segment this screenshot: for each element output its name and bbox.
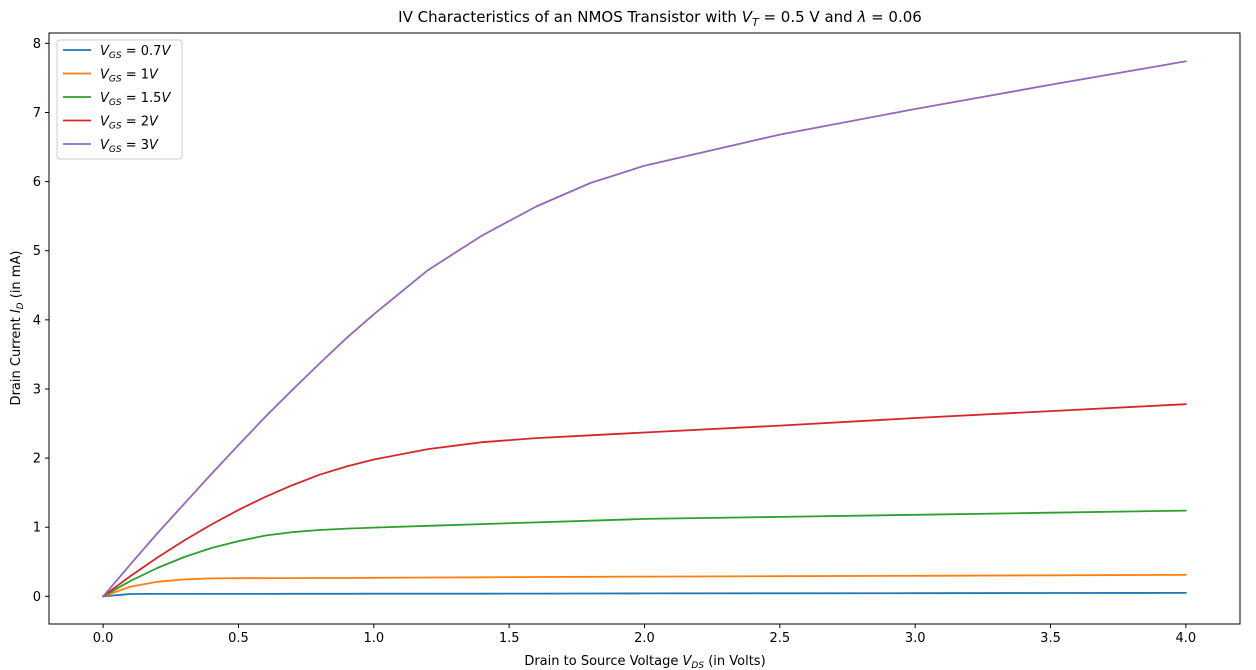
y-tick-label: 5 (33, 244, 41, 259)
series-line-vgs-1 (102, 574, 1187, 598)
legend-unit: V (149, 115, 159, 130)
legend-label: VGS = 0.7V (100, 44, 171, 61)
x-tick-label: 0.5 (228, 631, 249, 646)
legend-sub: GS (109, 51, 122, 61)
ylabel-suffix: (in mA) (9, 251, 24, 303)
legend-unit: V (161, 44, 171, 59)
y-tick-label: 2 (33, 452, 41, 467)
xlabel-symbol: V (683, 654, 693, 669)
xlabel-prefix: Drain to Source Voltage (524, 654, 682, 669)
y-tick-label: 6 (33, 175, 41, 190)
legend-sub: GS (109, 145, 122, 155)
y-tick-label: 3 (33, 382, 41, 397)
legend-label: VGS = 1V (100, 68, 159, 85)
series-lines (102, 60, 1187, 598)
legend-value: = 1.5 (122, 91, 162, 106)
legend-value: = 3 (122, 138, 149, 153)
legend-sub: GS (109, 122, 122, 132)
x-tick-label: 3.0 (905, 631, 926, 646)
ticks: 0.0 0.5 1.0 1.5 2.0 2.5 3.0 3.5 4.0 0 1 2 3 4 5 6 7 8 (33, 37, 1196, 646)
series-line-vgs-2 (102, 403, 1187, 598)
y-tick-label: 7 (33, 106, 41, 121)
x-tick-label: 1.5 (499, 631, 520, 646)
legend-value: = 1 (122, 68, 149, 83)
legend-box (56, 39, 183, 160)
legend-symbol: V (100, 115, 110, 130)
legend-value: = 2 (122, 115, 149, 130)
title-vt-symbol: V (742, 8, 754, 26)
y-axis-label: Drain Current ID (in mA) (9, 251, 26, 406)
legend-label: VGS = 3V (100, 138, 159, 155)
x-tick-label: 1.0 (363, 631, 384, 646)
legend-unit: V (149, 138, 159, 153)
chart-title: IV Characteristics of an NMOS Transistor… (398, 8, 922, 29)
ylabel-sub: D (16, 302, 26, 309)
title-lambda-symbol: λ (856, 8, 866, 26)
ylabel-symbol: I (9, 309, 24, 313)
series-line-vgs-1-5 (102, 509, 1187, 598)
x-tick-label: 2.5 (769, 631, 790, 646)
xlabel-suffix: (in Volts) (704, 654, 766, 669)
x-tick-label: 3.5 (1040, 631, 1061, 646)
legend-value: = 0.7 (122, 44, 162, 59)
legend-sub: GS (109, 75, 122, 85)
series-line-vgs-0-7 (102, 592, 1187, 598)
title-vt-sub: T (752, 16, 760, 29)
title-prefix: IV Characteristics of an NMOS Transistor… (398, 8, 742, 26)
legend-symbol: V (100, 91, 110, 106)
title-lambda-value: = 0.06 (866, 8, 922, 26)
legend-sub: GS (109, 98, 122, 108)
legend-symbol: V (100, 44, 110, 59)
legend-label: VGS = 1.5V (100, 91, 171, 108)
legend-symbol: V (100, 138, 110, 153)
xlabel-sub: DS (691, 661, 704, 670)
y-tick-label: 4 (33, 313, 41, 328)
legend-unit: V (149, 68, 159, 83)
legend-symbol: V (100, 68, 110, 83)
legend-unit: V (161, 91, 171, 106)
x-axis-label: Drain to Source Voltage VDS (in Volts) (524, 654, 765, 670)
x-tick-label: 2.0 (634, 631, 655, 646)
y-tick-label: 1 (33, 521, 41, 536)
y-tick-label: 8 (33, 37, 41, 52)
ylabel-prefix: Drain Current (9, 313, 24, 405)
x-tick-label: 0.0 (93, 631, 114, 646)
legend-label: VGS = 2V (100, 115, 159, 132)
x-tick-label: 4.0 (1176, 631, 1197, 646)
series-line-vgs-3 (102, 60, 1187, 598)
title-vt-value: = 0.5 V and (759, 8, 858, 26)
y-tick-label: 0 (33, 590, 41, 605)
